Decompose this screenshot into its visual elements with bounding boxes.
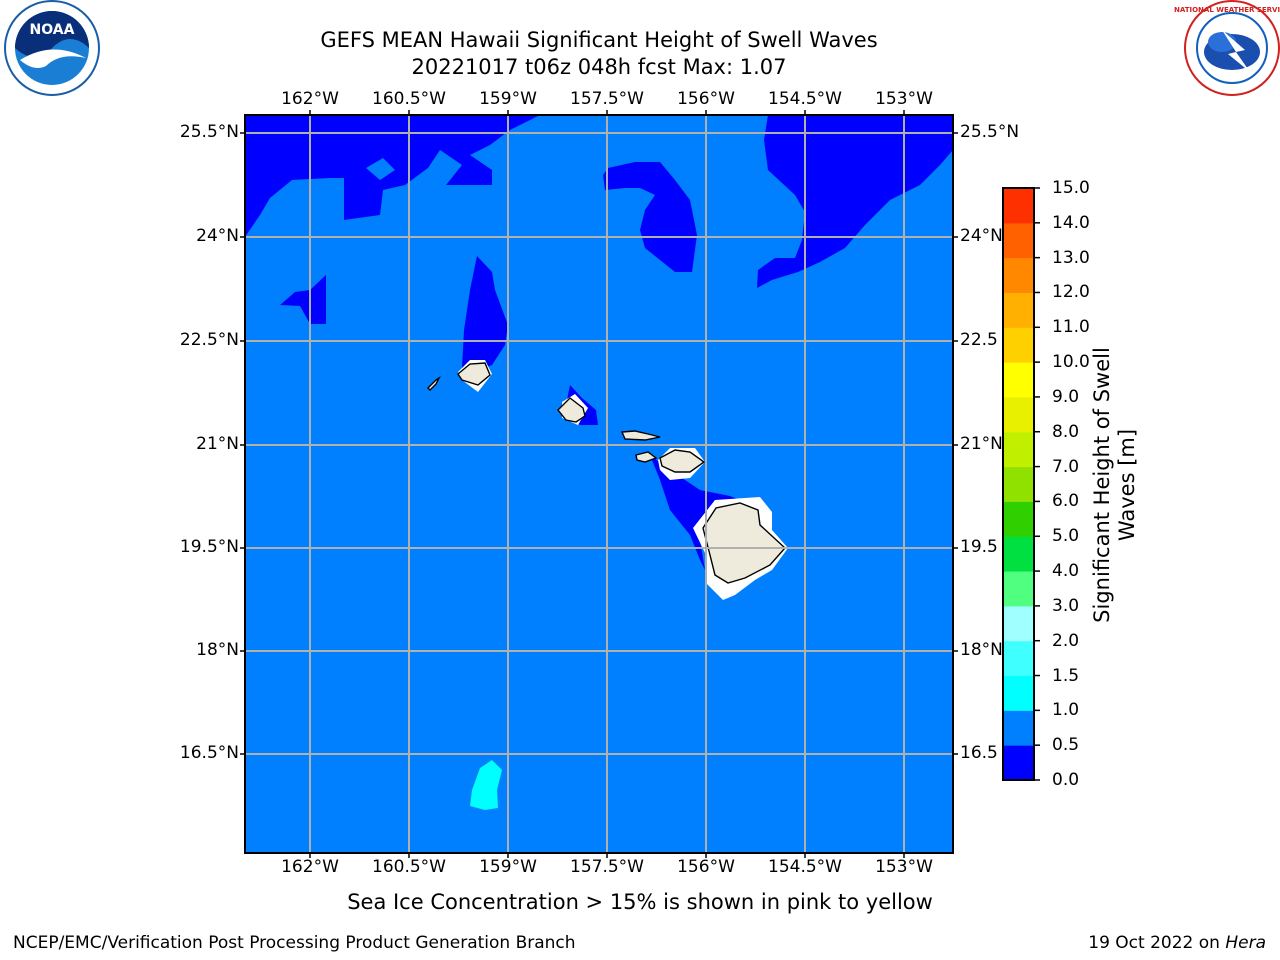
lat-label-left: 18°N	[196, 640, 239, 660]
island-oahu	[557, 397, 586, 423]
lon-label-bottom: 156°W	[677, 857, 735, 877]
colorbar-segment	[1003, 188, 1034, 224]
colorbar-tick-label: 7.0	[1052, 456, 1080, 477]
colorbar-segment	[1003, 571, 1034, 607]
island-maui	[659, 449, 706, 473]
swell-region-west	[280, 275, 326, 324]
colorbar-tick-label: 11.0	[1052, 317, 1090, 338]
lat-label-right: 19.5	[960, 537, 998, 557]
lon-label-bottom: 154.5°W	[768, 857, 842, 877]
colorbar-tick-label: 9.0	[1052, 386, 1080, 407]
lat-label-left: 19.5°N	[179, 537, 239, 557]
colorbar-tick-label: 3.0	[1052, 595, 1080, 616]
map-gridlines	[245, 115, 953, 853]
colorbar-tick-label: 1.5	[1052, 665, 1080, 686]
lon-label-bottom: 162°W	[281, 857, 339, 877]
colorbar-segment	[1003, 362, 1034, 398]
colorbar-segment	[1003, 675, 1034, 711]
colorbar-segment	[1003, 745, 1034, 781]
colorbar-tick-label: 2.0	[1052, 630, 1080, 651]
lat-label-left: 25.5°N	[179, 122, 239, 142]
colorbar-segment	[1003, 257, 1034, 293]
colorbar-frame	[1002, 187, 1035, 781]
colorbar-tick-label: 10.0	[1052, 352, 1090, 373]
sea-ice-note: Sea Ice Concentration > 15% is shown in …	[347, 890, 933, 914]
noaa-logo: NOAA	[4, 0, 100, 96]
map-title: GEFS MEAN Hawaii Significant Height of S…	[320, 28, 878, 52]
lat-label-right: 22.5	[960, 330, 998, 350]
colorbar-tick-label: 12.0	[1052, 282, 1090, 303]
colorbar-tick-label: 15.0	[1052, 178, 1090, 198]
lon-label-top: 154.5°W	[768, 89, 842, 109]
swell-region-northwest	[245, 115, 540, 237]
colorbar-segment	[1003, 396, 1034, 433]
swell-region-north-central	[603, 162, 697, 272]
lon-label-bottom: 157.5°W	[570, 857, 644, 877]
lat-label-left: 22.5°N	[179, 330, 239, 350]
colorbar-title: Significant Height of Swell Waves [m]	[1090, 347, 1139, 623]
colorbar-tick-label: 0.0	[1052, 770, 1080, 790]
lon-label-bottom: 159°W	[479, 857, 537, 877]
colorbar-tick-label: 8.0	[1052, 421, 1080, 442]
colorbar-tick-marks	[1034, 187, 1040, 781]
lat-label-right: 21°N	[960, 434, 1003, 454]
lat-label-right: 24°N	[960, 226, 1003, 246]
colorbar-segment	[1003, 466, 1034, 502]
colorbar-tick-label: 13.0	[1052, 247, 1090, 268]
island-molokai	[620, 430, 661, 441]
colorbar-tick-label: 14.0	[1052, 212, 1090, 233]
map-ticks	[240, 110, 958, 858]
colorbar-tick-label: 4.0	[1052, 561, 1080, 582]
footer-host: Hera	[1225, 933, 1266, 953]
map-subtitle: 20221017 t06z 048h fcst Max: 1.07	[411, 55, 787, 79]
lon-label-top: 160.5°W	[372, 89, 446, 109]
lon-label-top: 157.5°W	[570, 89, 644, 109]
nws-logo: NATIONAL WEATHER SERVICE	[1174, 0, 1280, 96]
map-frame	[244, 114, 954, 854]
colorbar-segment	[1003, 222, 1034, 259]
lat-label-right: 18°N	[960, 640, 1003, 660]
colorbar-segment	[1003, 431, 1034, 468]
swell-region-big-island-lee	[650, 455, 755, 570]
lon-label-bottom: 160.5°W	[372, 857, 446, 877]
island-kauai	[457, 362, 491, 386]
lon-label-top: 153°W	[875, 89, 933, 109]
swell-region-kauai-north	[462, 256, 508, 372]
colorbar-tick-label: 6.0	[1052, 491, 1080, 512]
colorbar-tick-label: 1.0	[1052, 700, 1080, 721]
hawaiian-islands	[427, 362, 786, 584]
swell-region-northwest-notch	[366, 158, 395, 180]
lon-label-bottom: 153°W	[875, 857, 933, 877]
lat-label-right: 25.5°N	[960, 122, 1020, 142]
footer-date: 19 Oct 2022 on Hera	[1088, 933, 1266, 953]
colorbar-segment	[1003, 292, 1034, 328]
colorbar	[1003, 188, 1034, 781]
island-lanai	[635, 451, 658, 463]
lat-label-right: 16.5	[960, 743, 998, 763]
footer-credit: NCEP/EMC/Verification Post Processing Pr…	[13, 933, 576, 953]
colorbar-tick-label: 5.0	[1052, 526, 1080, 547]
colorbar-segment	[1003, 536, 1034, 572]
footer-date-text: 19 Oct 2022 on	[1088, 933, 1226, 953]
island-big-island	[702, 502, 786, 584]
colorbar-segment	[1003, 710, 1034, 746]
colorbar-segment	[1003, 605, 1034, 642]
map-panel	[240, 110, 958, 858]
lon-label-top: 159°W	[479, 89, 537, 109]
colorbar-segment	[1003, 640, 1034, 677]
lon-label-top: 162°W	[281, 89, 339, 109]
lat-label-left: 21°N	[196, 434, 239, 454]
lon-label-top: 156°W	[677, 89, 735, 109]
colorbar-segment	[1003, 327, 1034, 363]
island-niihau	[427, 375, 441, 391]
lat-label-left: 16.5°N	[179, 743, 239, 763]
swell-band-1.0-1.5	[470, 760, 502, 810]
nws-logo-text: NATIONAL WEATHER SERVICE	[1174, 6, 1280, 14]
lat-label-left: 24°N	[196, 226, 239, 246]
noaa-logo-text: NOAA	[30, 22, 75, 38]
colorbar-tick-label: 0.5	[1052, 735, 1080, 756]
colorbar-segment	[1003, 501, 1034, 537]
